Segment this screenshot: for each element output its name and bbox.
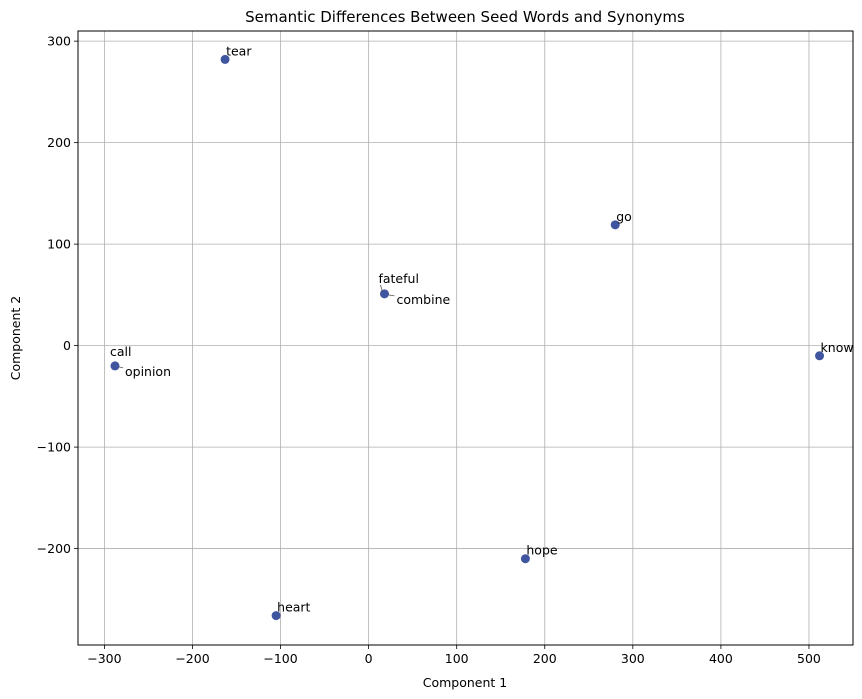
plot-area bbox=[78, 31, 853, 645]
y-tick-label: −200 bbox=[37, 541, 71, 556]
x-tick-label: 500 bbox=[797, 651, 821, 666]
y-tick-label: −100 bbox=[37, 440, 71, 455]
chart-title: Semantic Differences Between Seed Words … bbox=[245, 8, 685, 26]
y-axis-ticks: −200 −100 0 100 200 300 bbox=[37, 34, 78, 556]
point-label: opinion bbox=[125, 364, 171, 379]
point-label: fateful bbox=[378, 271, 418, 286]
data-point bbox=[610, 220, 620, 230]
x-tick-label: 200 bbox=[533, 651, 557, 666]
point-label: heart bbox=[277, 600, 310, 615]
point-label: go bbox=[616, 209, 632, 224]
x-tick-label: 0 bbox=[365, 651, 373, 666]
point-label: hope bbox=[526, 543, 558, 558]
point-label: know bbox=[821, 340, 854, 355]
y-axis-title: Component 2 bbox=[8, 296, 23, 381]
point-label: call bbox=[110, 344, 131, 359]
grid-lines bbox=[78, 31, 853, 645]
label-leader-line bbox=[118, 366, 124, 369]
x-tick-label: 400 bbox=[709, 651, 733, 666]
point-labels: tear go fateful combine know call opinion hope h… bbox=[110, 43, 854, 614]
data-point bbox=[271, 611, 281, 621]
x-tick-label: 100 bbox=[445, 651, 469, 666]
point-label: tear bbox=[226, 43, 252, 58]
x-axis-ticks: −300 −200 −100 0 100 200 300 400 500 bbox=[87, 645, 821, 666]
y-tick-label: 300 bbox=[47, 34, 71, 49]
data-point bbox=[520, 554, 530, 564]
data-point bbox=[379, 289, 389, 299]
point-label: combine bbox=[396, 292, 450, 307]
plot-frame bbox=[77, 30, 854, 646]
y-tick-label: 0 bbox=[63, 338, 71, 353]
x-tick-label: −300 bbox=[87, 651, 121, 666]
x-tick-label: 300 bbox=[621, 651, 645, 666]
label-leader-line bbox=[380, 284, 383, 292]
data-point bbox=[815, 351, 825, 361]
data-points bbox=[110, 54, 825, 621]
y-tick-label: 100 bbox=[47, 237, 71, 252]
x-tick-label: −100 bbox=[263, 651, 297, 666]
data-point bbox=[110, 361, 120, 371]
x-tick-label: −200 bbox=[175, 651, 209, 666]
data-point bbox=[220, 54, 230, 64]
label-leader-line bbox=[388, 294, 395, 297]
y-tick-label: 200 bbox=[47, 135, 71, 150]
x-axis-title: Component 1 bbox=[423, 675, 508, 690]
